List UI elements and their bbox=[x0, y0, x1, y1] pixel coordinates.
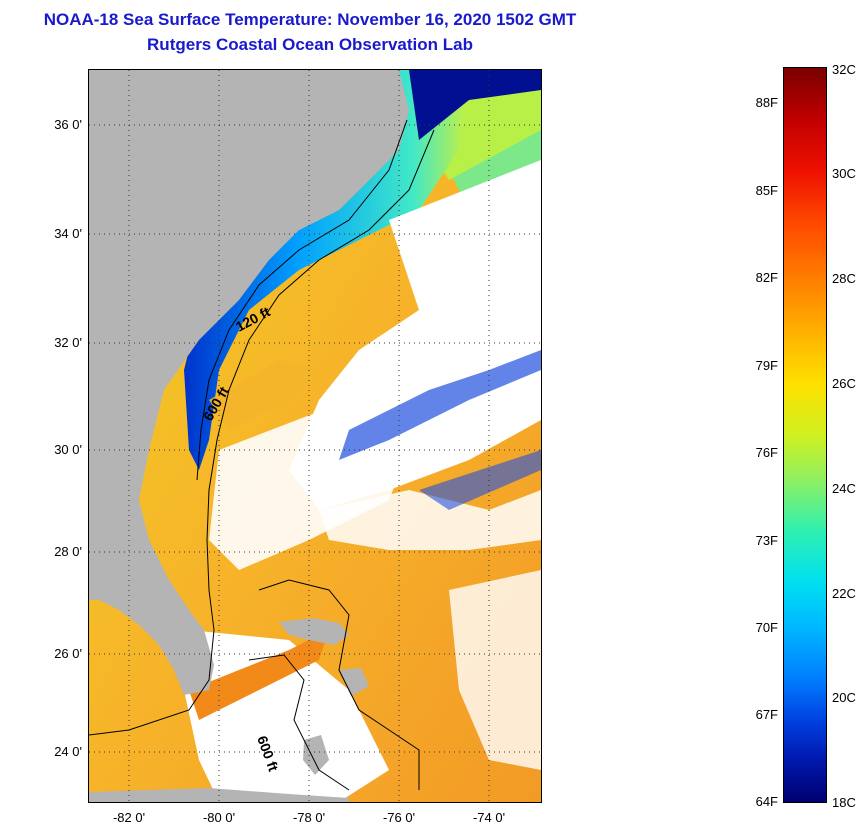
colorbar-f-label: 67F bbox=[755, 707, 778, 722]
lat-label: 34 0' bbox=[54, 226, 82, 241]
lat-label: 36 0' bbox=[54, 117, 82, 132]
colorbar-c-label: 24C bbox=[832, 481, 856, 496]
colorbar-c-label: 30C bbox=[832, 166, 856, 181]
map-subtitle: Rutgers Coastal Ocean Observation Lab bbox=[147, 35, 473, 54]
contour-120ft bbox=[196, 119, 408, 481]
lon-label: -78 0' bbox=[292, 810, 326, 825]
colorbar-f-label: 73F bbox=[755, 533, 778, 548]
colorbar-c-label: 18C bbox=[832, 795, 856, 810]
lat-label: 32 0' bbox=[54, 335, 82, 350]
lat-lon-grid bbox=[89, 70, 541, 802]
lon-label: -76 0' bbox=[382, 810, 416, 825]
colorbar-f-label: 85F bbox=[755, 183, 778, 198]
colorbar-f-label: 64F bbox=[755, 794, 778, 809]
lon-label: -80 0' bbox=[202, 810, 236, 825]
sst-map: 120 ft 600 ft 600 ft bbox=[88, 69, 542, 803]
land-bahamas bbox=[279, 618, 349, 645]
land-us bbox=[89, 70, 409, 500]
lon-label: -82 0' bbox=[112, 810, 146, 825]
lat-label: 24 0' bbox=[54, 744, 82, 759]
colorbar-c-label: 22C bbox=[832, 586, 856, 601]
lat-label: 26 0' bbox=[54, 646, 82, 661]
lat-label: 30 0' bbox=[54, 442, 82, 457]
colorbar-f-label: 70F bbox=[755, 620, 778, 635]
colorbar-c-label: 28C bbox=[832, 271, 856, 286]
colorbar-c-label: 26C bbox=[832, 376, 856, 391]
colorbar-f-label: 76F bbox=[755, 445, 778, 460]
contour-600ft bbox=[89, 129, 435, 736]
colorbar-f-label: 88F bbox=[755, 95, 778, 110]
colorbar-c-label: 32C bbox=[832, 62, 856, 77]
lat-label: 28 0' bbox=[54, 544, 82, 559]
lon-label: -74 0' bbox=[472, 810, 506, 825]
colorbar-c-label: 20C bbox=[832, 690, 856, 705]
temperature-colorbar bbox=[783, 67, 827, 803]
colorbar-f-label: 79F bbox=[755, 358, 778, 373]
map-title: NOAA-18 Sea Surface Temperature: Novembe… bbox=[43, 10, 577, 29]
colorbar-f-label: 82F bbox=[755, 270, 778, 285]
shelf-cold-water bbox=[184, 70, 469, 470]
land-florida bbox=[89, 500, 214, 695]
